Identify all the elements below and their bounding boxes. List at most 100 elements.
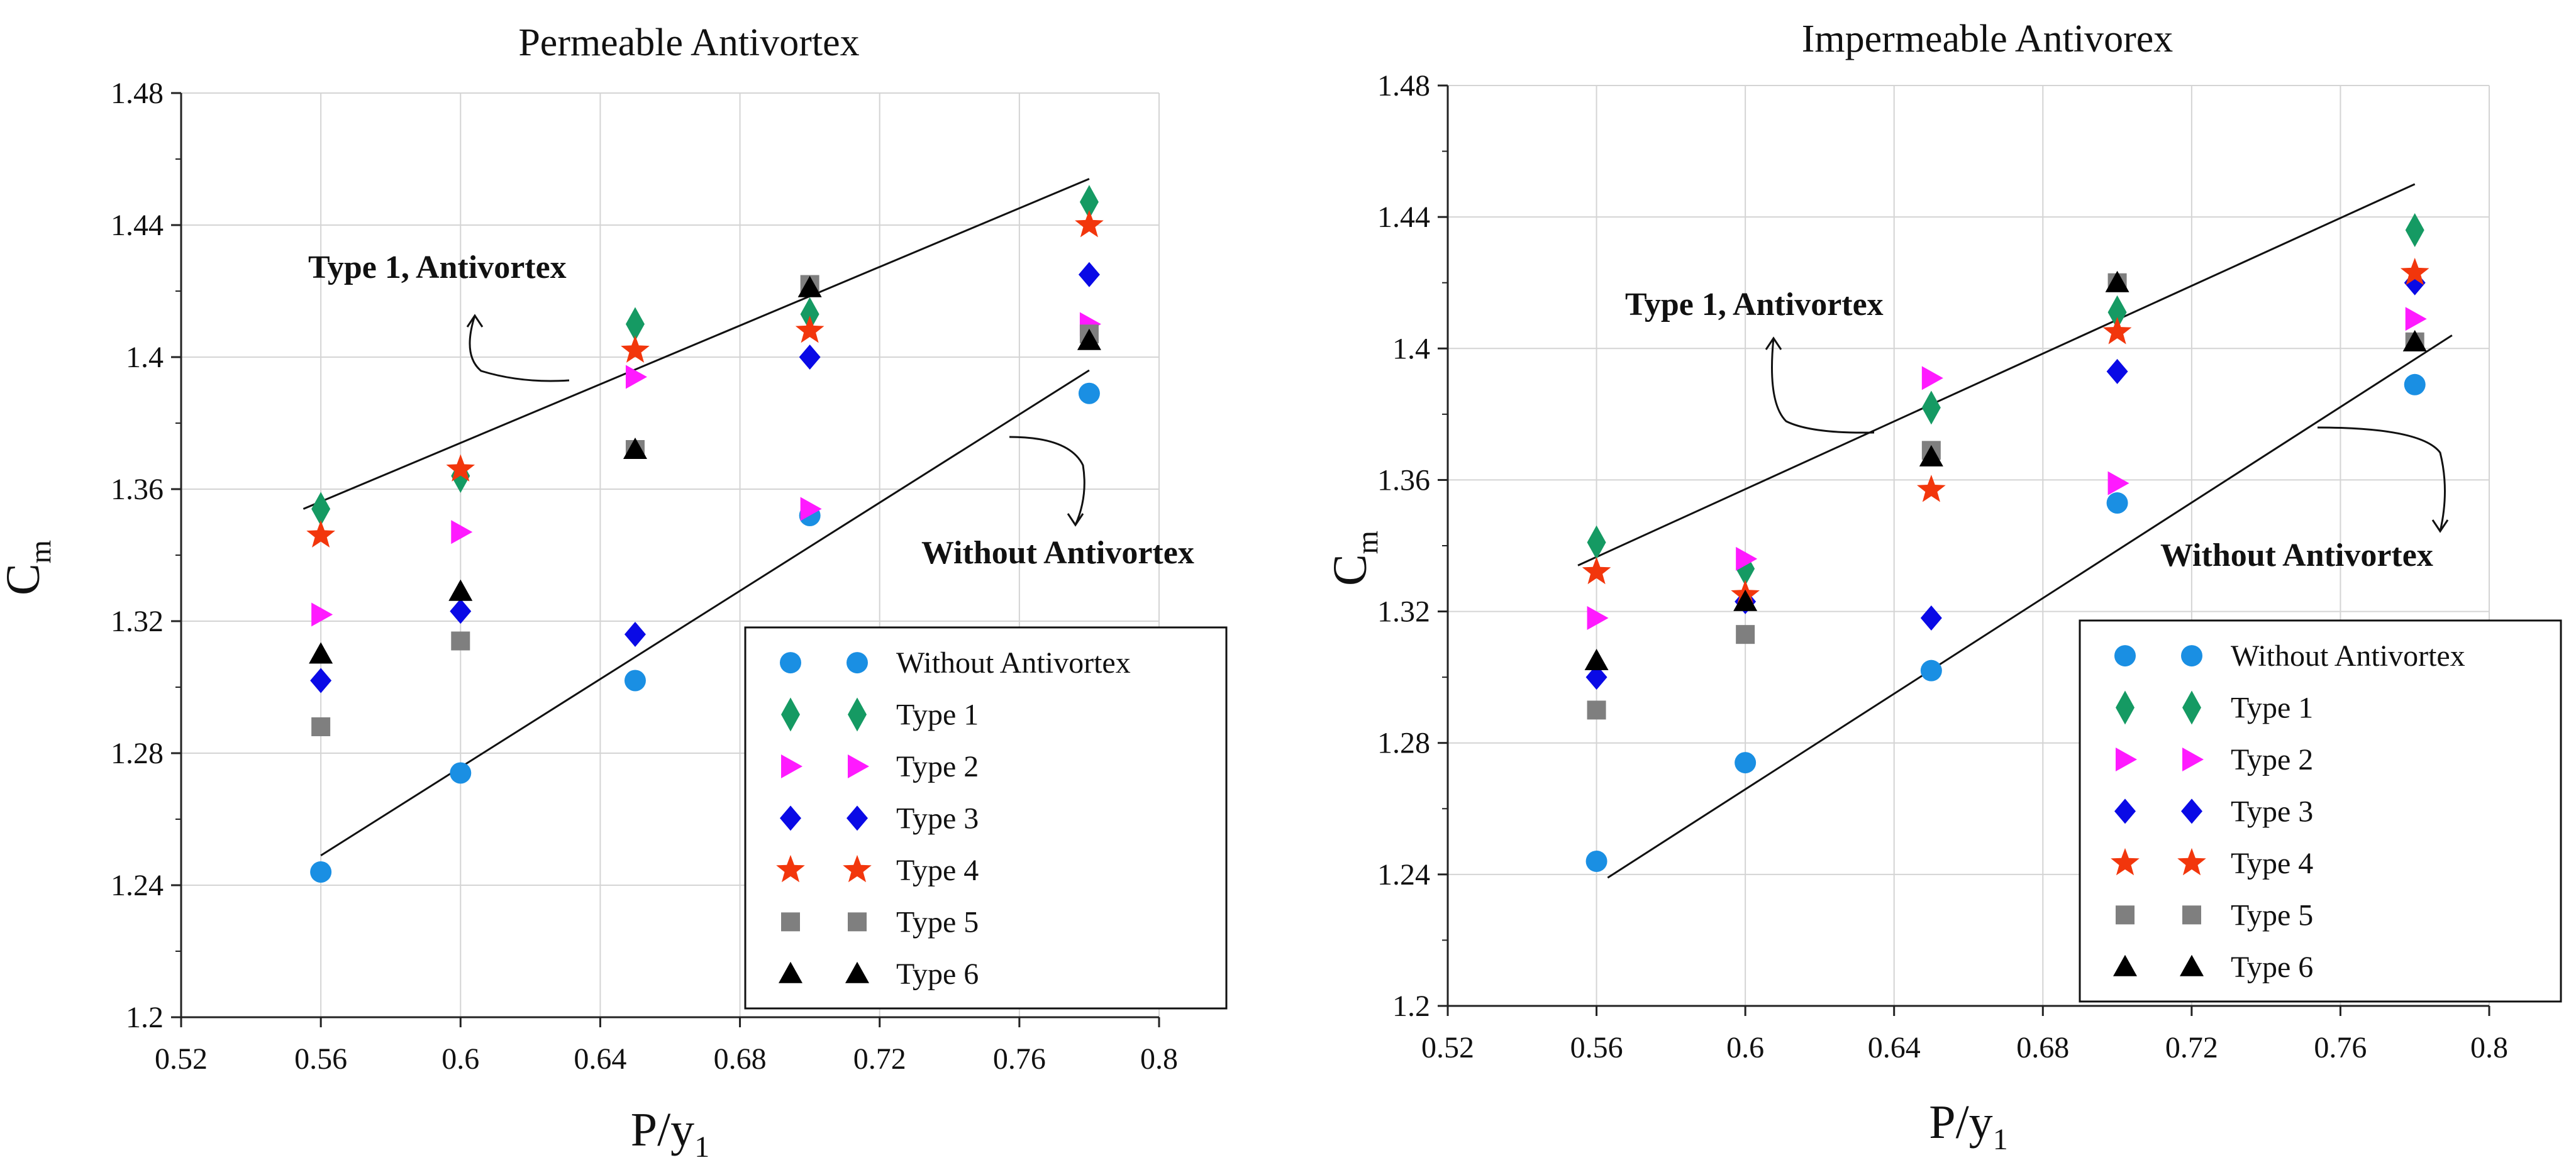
- legend-marker: [2182, 905, 2201, 925]
- legend-label: Type 4: [896, 854, 979, 887]
- legend-marker: [847, 652, 868, 674]
- legend-marker: [848, 912, 867, 932]
- x-tick-label: 0.52: [1421, 1031, 1474, 1064]
- legend-marker: [843, 854, 872, 883]
- series-type-1: [1587, 213, 2424, 586]
- y-tick-label: 1.4: [1392, 332, 1430, 365]
- legend-label: Type 4: [2231, 847, 2313, 880]
- data-point: [1735, 752, 1757, 774]
- data-point: [1077, 328, 1101, 350]
- y-tick-label: 1.24: [111, 869, 164, 902]
- data-point: [2402, 329, 2427, 351]
- legend-item: Type 5: [781, 905, 979, 939]
- data-point: [1078, 262, 1100, 287]
- data-point: [306, 520, 335, 548]
- trend-line-1: [303, 178, 1090, 510]
- x-tick-label: 0.6: [441, 1042, 479, 1076]
- annotation-arrow-1: [469, 315, 570, 382]
- x-tick-label: 0.76: [993, 1042, 1046, 1076]
- data-point: [2107, 295, 2127, 329]
- x-tick-label: 0.56: [294, 1042, 347, 1076]
- y-tick-label: 1.2: [126, 1001, 164, 1034]
- data-point: [1921, 366, 1943, 390]
- data-point: [2106, 492, 2128, 514]
- legend-item: Type 4: [776, 854, 979, 887]
- data-point: [2405, 307, 2427, 331]
- data-point: [451, 520, 473, 544]
- data-point: [1917, 475, 1946, 502]
- x-axis-label: P/y1: [1929, 1096, 2007, 1156]
- data-point: [311, 717, 331, 736]
- y-axis-label-sub: m: [1351, 531, 1384, 554]
- data-point: [1920, 660, 1942, 682]
- x-axis-label-main: P/y: [1929, 1096, 1992, 1149]
- data-point: [1921, 390, 1941, 425]
- legend-label: Type 5: [896, 905, 979, 939]
- legend-marker: [781, 912, 800, 932]
- data-point: [2102, 317, 2132, 345]
- legend-marker: [2116, 690, 2135, 725]
- x-tick-label: 0.64: [574, 1042, 626, 1076]
- legend-label: Type 3: [896, 802, 979, 835]
- legend-marker: [2182, 747, 2204, 771]
- y-axis-label-main: C: [0, 563, 50, 595]
- data-point: [1733, 589, 1758, 611]
- legend-marker: [780, 805, 801, 831]
- series-type-6: [1584, 270, 2427, 670]
- data-point: [799, 345, 821, 370]
- legend-marker: [776, 854, 805, 883]
- annotation-without: Without Antivortex: [2160, 538, 2433, 573]
- legend-item: Type 2: [781, 750, 979, 783]
- y-tick-label: 1.48: [111, 77, 164, 110]
- data-point: [623, 438, 647, 459]
- legend-marker: [2180, 954, 2204, 976]
- y-tick-label: 1.4: [126, 341, 164, 374]
- series-type-4: [306, 210, 1104, 548]
- legend-item: Type 1: [781, 697, 979, 732]
- legend-item: Type 4: [2111, 847, 2313, 880]
- legend-marker: [779, 961, 802, 983]
- legend-label: Type 2: [2231, 743, 2313, 776]
- y-tick-label: 1.44: [1377, 201, 1430, 234]
- data-point: [1587, 700, 1606, 720]
- data-point: [1736, 625, 1755, 644]
- data-point: [1075, 210, 1104, 238]
- annotation-arrowhead-2: [1067, 513, 1084, 527]
- data-point: [795, 316, 824, 343]
- data-point: [2107, 471, 2129, 495]
- legend-item: Type 2: [2116, 743, 2313, 776]
- data-point: [451, 631, 470, 651]
- x-tick-label: 0.76: [2314, 1031, 2367, 1064]
- legend-marker: [2181, 645, 2202, 667]
- legend-label: Type 1: [2231, 692, 2313, 725]
- legend-marker: [847, 805, 868, 831]
- data-point: [450, 762, 472, 784]
- data-point: [1585, 665, 1607, 690]
- series-type-3: [1585, 270, 2426, 690]
- x-tick-label: 0.56: [1570, 1031, 1623, 1064]
- data-point: [1585, 850, 1607, 872]
- annotation-arrowhead-2: [2431, 519, 2449, 533]
- data-point: [2404, 373, 2426, 395]
- legend-label: Type 3: [2231, 795, 2313, 828]
- x-tick-label: 0.52: [155, 1042, 208, 1076]
- data-point: [309, 642, 333, 664]
- legend-label: Type 5: [2231, 898, 2313, 932]
- chart-panel-2: 0.52 0.56 0.6 0.64 0.68 0.72 0.76 0.8 1.2 1.24 1.2…: [1324, 18, 2562, 1156]
- y-tick-label: 1.36: [111, 473, 164, 506]
- x-tick-label: 0.68: [714, 1042, 767, 1076]
- data-point: [1079, 185, 1099, 219]
- legend: Without Antivortex Type 1 Type 2 Type 3 Type…: [744, 626, 1228, 1010]
- legend-label: Type 2: [896, 750, 979, 783]
- data-point: [2400, 258, 2429, 285]
- legend-marker: [2114, 645, 2136, 667]
- legend-label: Without Antivortex: [896, 646, 1131, 680]
- legend-box: [744, 626, 1228, 1010]
- chart-title: Impermeable Antivorex: [1802, 18, 2174, 60]
- legend-item: Type 6: [2113, 951, 2313, 984]
- data-point: [621, 335, 650, 363]
- legend-marker: [2177, 847, 2206, 876]
- y-tick-label: 1.28: [111, 737, 164, 770]
- legend-box: [2079, 619, 2562, 1003]
- legend-marker: [781, 697, 800, 732]
